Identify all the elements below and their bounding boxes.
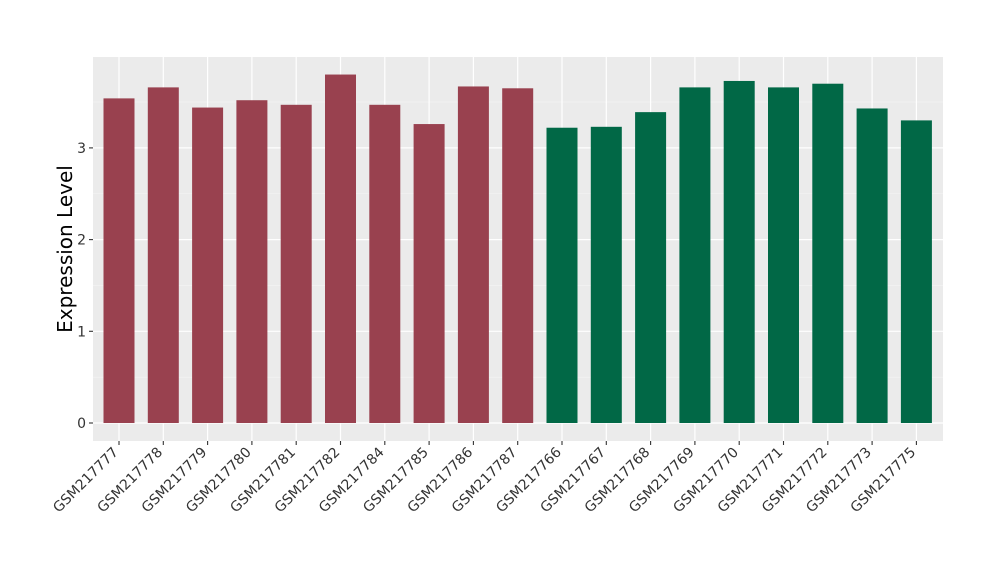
- y-tick-label: 2: [77, 233, 86, 249]
- y-tick-label: 0: [77, 416, 86, 432]
- bar-GSM217766: [546, 127, 578, 423]
- bar-GSM217781: [280, 104, 312, 424]
- bar-GSM217770: [723, 80, 755, 424]
- bar-GSM217787: [502, 88, 534, 424]
- bar-GSM217777: [103, 98, 135, 423]
- x-axis: GSM217777GSM217778GSM217779GSM217780GSM2…: [50, 441, 919, 516]
- y-tick-label: 1: [77, 324, 86, 340]
- y-axis-title: Expression Level: [53, 165, 77, 333]
- y-axis: 0 1 2 3: [77, 141, 93, 432]
- bar-GSM217778: [147, 87, 179, 424]
- bar-GSM217784: [369, 104, 401, 424]
- bar-GSM217768: [635, 112, 667, 424]
- bars: [103, 74, 932, 424]
- bar-GSM217779: [192, 107, 224, 423]
- bar-GSM217769: [679, 87, 711, 424]
- bar-GSM217780: [236, 100, 268, 423]
- bar-GSM217767: [590, 126, 622, 424]
- bar-GSM217775: [900, 120, 932, 423]
- y-tick-label: 3: [77, 141, 86, 157]
- bar-GSM217773: [856, 108, 888, 424]
- bar-GSM217772: [812, 83, 844, 424]
- bar-GSM217771: [768, 87, 799, 424]
- bar-GSM217785: [413, 124, 445, 424]
- bar-GSM217782: [325, 74, 356, 423]
- bar-GSM217786: [457, 86, 489, 423]
